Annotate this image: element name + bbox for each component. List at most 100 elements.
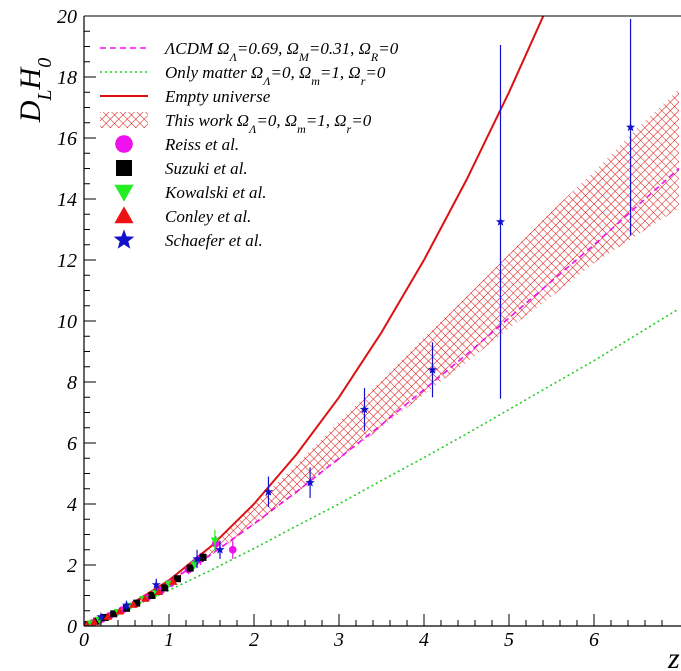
curve-1: [84, 308, 680, 626]
legend-label: Empty universe: [164, 87, 271, 106]
point-s1-1: [93, 617, 101, 625]
point-s1-8: [174, 575, 181, 583]
point-s3-2: [103, 612, 112, 620]
point-s1-6: [148, 592, 156, 599]
marker: [495, 217, 506, 226]
marker: [626, 122, 636, 132]
point-s3-3: [115, 607, 124, 615]
point-s1-10: [199, 552, 207, 562]
marker: [359, 404, 370, 414]
point-s4-5: [263, 476, 273, 508]
point-s4-7: [359, 388, 370, 431]
point-s0-13: [228, 540, 237, 559]
marker: [151, 580, 161, 589]
legend-marker: [116, 160, 132, 176]
marker: [90, 617, 99, 626]
y-tick-label: 6: [67, 433, 77, 455]
legend-marker: [115, 135, 133, 153]
x-tick-label: 3: [333, 629, 344, 651]
legend-marker: [113, 229, 135, 249]
y-tick-label: 2: [67, 555, 77, 577]
x-tick-label: 0: [79, 629, 89, 651]
marker: [96, 612, 106, 621]
marker: [305, 477, 315, 487]
y-tick-label: 20: [57, 6, 77, 28]
marker: [84, 620, 90, 626]
marker: [169, 577, 178, 585]
x-tick-label: 1: [164, 629, 174, 651]
point-s4-3: [192, 549, 202, 569]
marker: [427, 365, 438, 374]
legend-label: Suzuki et al.: [165, 159, 248, 178]
marker: [174, 575, 181, 583]
marker: [210, 537, 220, 545]
marker: [133, 599, 141, 607]
point-s4-1: [121, 600, 132, 610]
marker: [154, 587, 163, 595]
point-s4-8: [427, 342, 438, 398]
legend-swatch-band: [100, 112, 148, 128]
legend-entry-2: Empty universe: [100, 87, 271, 106]
y-tick-label: 16: [57, 128, 77, 150]
legend-label: ΛCDM ΩΛ=0.69, ΩM=0.31, ΩR=0: [163, 39, 399, 64]
y-tick-label: 10: [57, 311, 77, 333]
legend-entry-0: ΛCDM ΩΛ=0.69, ΩM=0.31, ΩR=0: [100, 39, 399, 64]
point-s3-4: [129, 600, 138, 608]
legend-entry-6: Kowalski et al.: [114, 183, 267, 202]
marker: [199, 553, 207, 561]
curve-0: [84, 167, 680, 626]
point-s1-9: [186, 564, 194, 572]
y-tick-label: 8: [67, 372, 77, 394]
y-tick-label: 4: [67, 494, 77, 516]
marker: [84, 620, 92, 626]
point-s4-6: [305, 467, 315, 498]
point-s4-2: [151, 578, 161, 591]
marker: [186, 564, 194, 572]
legend-entry-5: Suzuki et al.: [116, 159, 248, 178]
point-s1-3: [110, 610, 118, 618]
legend-label: Conley et al.: [165, 207, 251, 226]
legend-label: Schaefer et al.: [165, 231, 263, 250]
x-tick-label: 5: [504, 629, 514, 651]
point-s3-5: [141, 594, 150, 602]
marker: [93, 617, 101, 625]
y-tick-label: 0: [67, 616, 77, 638]
marker: [103, 612, 112, 620]
marker: [228, 545, 237, 554]
legend-label: This work ΩΛ=0, Ωm=1, Ωr=0: [165, 111, 372, 136]
marker: [141, 594, 150, 602]
y-tick-label: 14: [57, 189, 77, 211]
legend-entry-3: This work ΩΛ=0, Ωm=1, Ωr=0: [100, 111, 372, 136]
point-s4-10: [626, 19, 636, 236]
x-tick-label: 2: [249, 629, 259, 651]
y-tick-label: 18: [57, 67, 77, 89]
point-s4-4: [215, 540, 225, 559]
legend-label: Reiss et al.: [164, 135, 239, 154]
marker: [148, 592, 156, 599]
point-s4-9: [495, 44, 506, 399]
legend-entry-7: Conley et al.: [114, 206, 251, 226]
point-s2-8: [210, 529, 220, 552]
points-layer: [84, 19, 636, 626]
point-s1-5: [133, 599, 141, 607]
point-s3-6: [154, 587, 163, 595]
legend-label: Only matter ΩΛ=0, Ωm=1, Ωr=0: [165, 63, 386, 88]
marker: [192, 554, 202, 563]
marker: [121, 600, 132, 610]
legend-entry-4: Reiss et al.: [115, 135, 239, 154]
y-tick-label: 12: [57, 250, 77, 272]
marker: [161, 584, 169, 592]
marker: [129, 600, 138, 608]
point-s4-0: [96, 612, 106, 621]
marker: [263, 487, 273, 496]
marker: [215, 545, 225, 554]
x-tick-label: 6: [589, 629, 599, 651]
legend-marker: [114, 206, 134, 224]
point-s1-7: [161, 584, 169, 592]
point-s3-0: [84, 620, 90, 626]
point-s3-1: [90, 617, 99, 626]
point-s3-7: [169, 577, 178, 585]
